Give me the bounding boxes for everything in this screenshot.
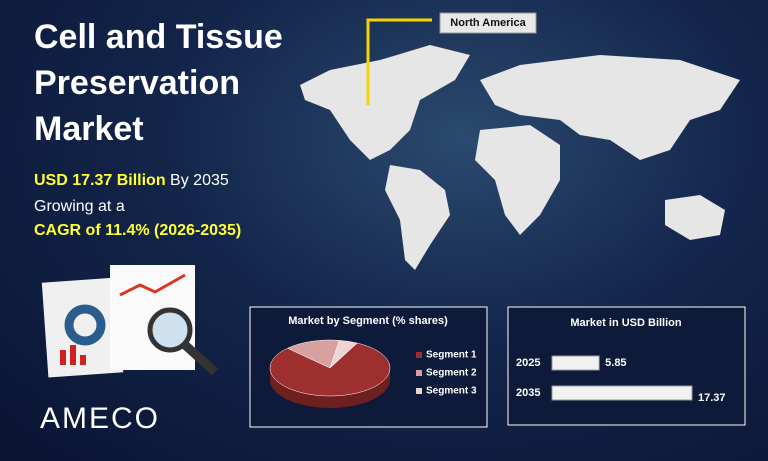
label-box <box>439 12 537 34</box>
report-icon <box>41 265 219 378</box>
legend-swatch <box>416 370 422 376</box>
legend-swatch <box>416 388 422 394</box>
category-label: 2035 <box>516 387 540 399</box>
world-map <box>300 45 740 270</box>
legend-label: Segment 2 <box>426 368 477 379</box>
market-value: USD 17.37 Billion <box>34 172 166 189</box>
pie-slice <box>286 339 340 369</box>
highlight-line: USD 17.37 Billion By 2035 <box>34 172 229 190</box>
brand: AMECO <box>40 402 160 435</box>
bar <box>551 355 600 371</box>
map-pointer <box>366 18 432 105</box>
legend-label: Segment 1 <box>426 350 477 361</box>
chart-title: Market in USD Billion <box>570 317 682 329</box>
map-label: North America <box>450 17 526 29</box>
cagr-text: CAGR of 11.4% (2026-2035) <box>34 222 242 239</box>
chart-title: Market by Segment (% shares) <box>288 315 448 327</box>
bar-panel <box>507 306 746 426</box>
title: Cell and Tissue Preservation Market <box>34 18 283 148</box>
pie-slice <box>329 340 358 369</box>
growing-text: Growing at a <box>34 198 125 215</box>
pie-slice <box>269 342 391 397</box>
by-year: By 2035 <box>170 172 229 189</box>
legend-label: Segment 3 <box>426 386 477 397</box>
value-label: 17.37 <box>698 392 726 404</box>
bar <box>551 385 693 401</box>
legend-swatch <box>416 352 422 358</box>
category-label: 2025 <box>516 357 540 369</box>
value-label: 5.85 <box>605 357 626 369</box>
